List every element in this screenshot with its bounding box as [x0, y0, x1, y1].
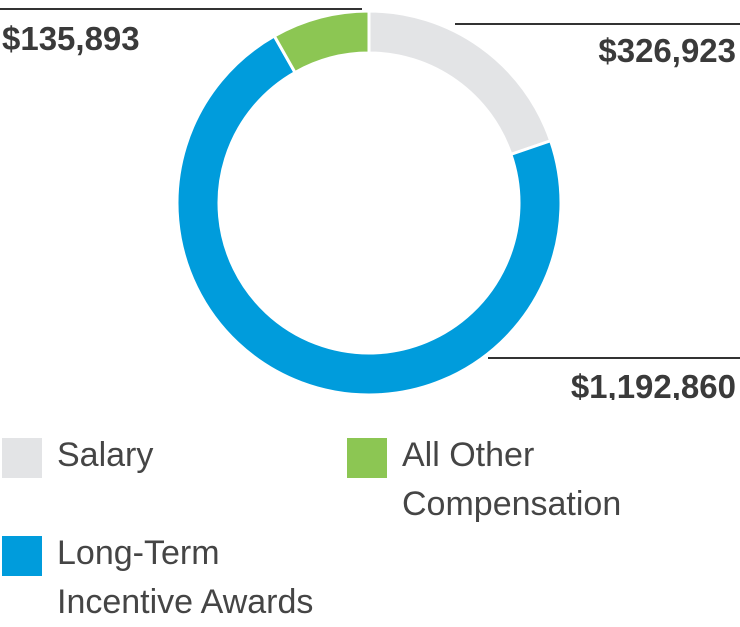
- legend-label-all-other-compensation: All Other Compensation: [402, 436, 622, 523]
- leader-lines: [0, 8, 740, 359]
- slice-salary: [367, 9, 553, 156]
- value-label-long-term-incentive-awards: $1,192,860: [571, 368, 736, 400]
- legend-item-all-other-compensation: All Other Compensation: [347, 436, 621, 529]
- legend-item-salary: Salary: [2, 436, 153, 480]
- legend-label-salary: Salary: [57, 436, 154, 474]
- value-label-salary: $326,923: [598, 32, 736, 69]
- donut-chart: $326,923 $1,192,860 $135,893: [0, 8, 740, 400]
- donut-slices: [175, 9, 563, 397]
- legend-item-long-term-incentive-awards: Long-Term Incentive Awards: [2, 534, 313, 627]
- slice-other: [272, 9, 371, 75]
- value-label-all-other-compensation: $135,893: [2, 20, 140, 57]
- legend-swatch-salary: [2, 438, 42, 478]
- slice-ltia: [175, 34, 563, 397]
- legend-swatch-all-other-compensation: [347, 438, 387, 478]
- legend-label-long-term-incentive-awards: Long-Term Incentive Awards: [57, 534, 314, 621]
- legend-swatch-long-term-incentive-awards: [2, 536, 42, 576]
